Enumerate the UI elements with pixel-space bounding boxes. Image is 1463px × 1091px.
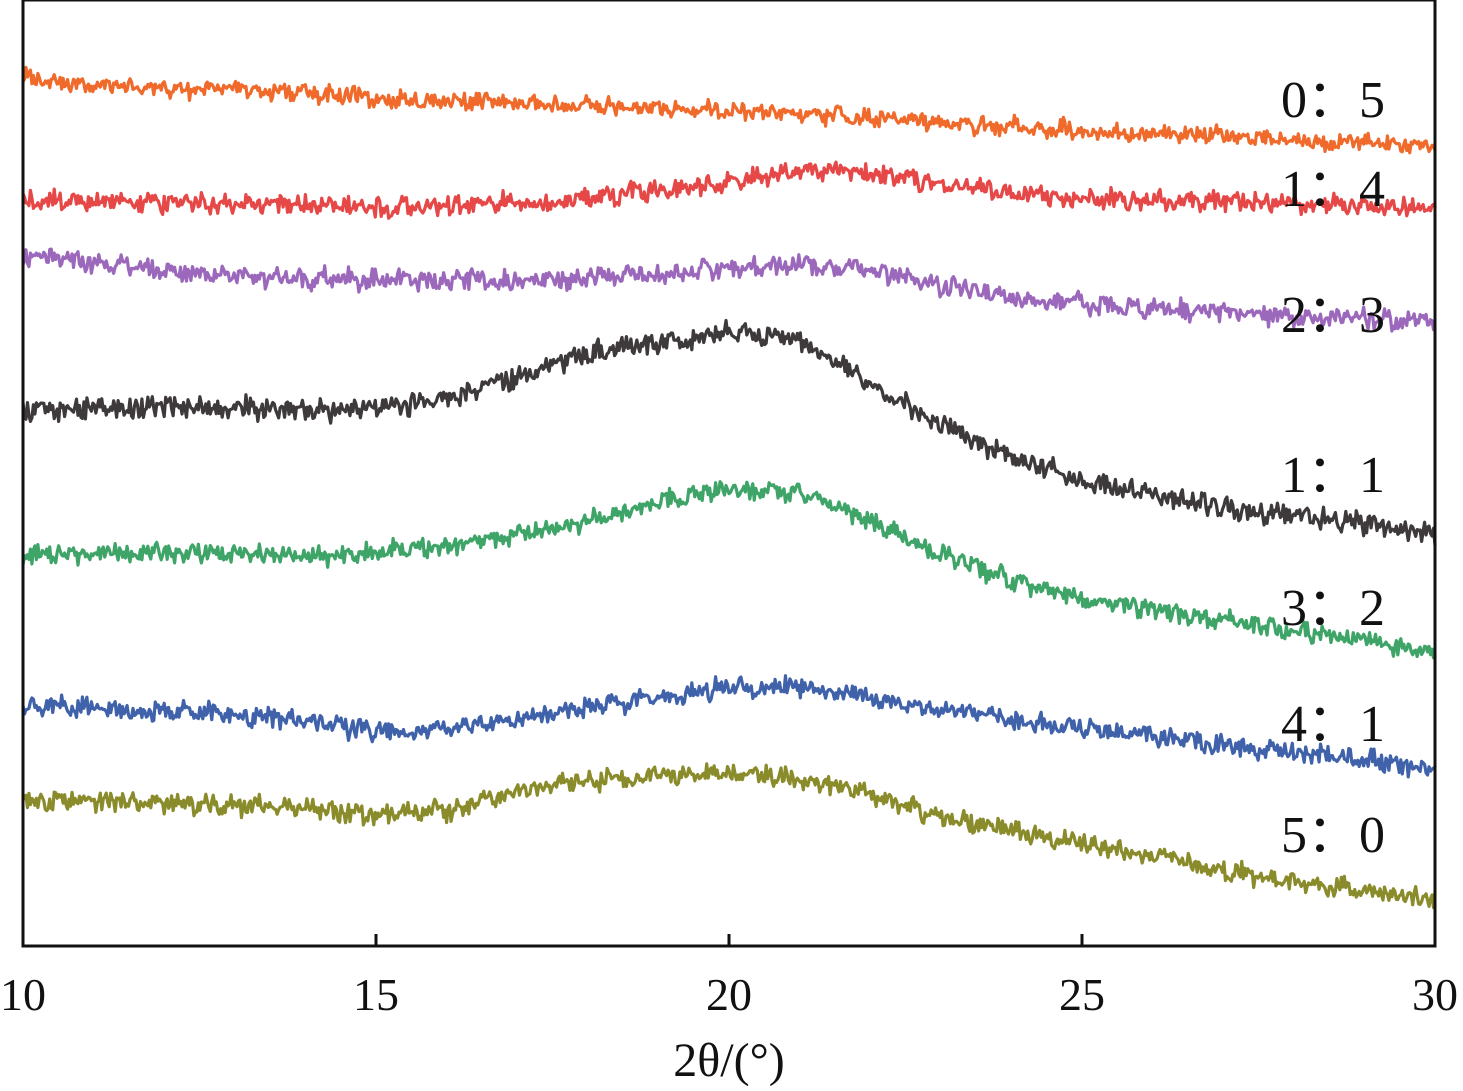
x-tick-label-10: 10 <box>0 969 46 1020</box>
series-label-5-0: 5：0 <box>1281 807 1385 864</box>
series-line-4-1 <box>21 674 1437 779</box>
x-tick-label-15: 15 <box>353 969 399 1020</box>
series-line-0-5 <box>21 65 1437 155</box>
series-layer <box>21 65 1437 910</box>
x-tick-label-20: 20 <box>706 969 752 1020</box>
series-line-2-3 <box>21 247 1437 333</box>
axis-layer: 10 15 20 25 30 <box>0 934 1458 1020</box>
series-line-3-2 <box>21 480 1437 660</box>
x-axis-label: 2θ/(°) <box>673 1034 785 1087</box>
x-tick-label-30: 30 <box>1412 969 1458 1020</box>
series-label-1-4: 1：4 <box>1281 161 1385 218</box>
plot-frame <box>21 0 1437 948</box>
series-label-0-5: 0：5 <box>1281 72 1385 129</box>
series-label-4-1: 4：1 <box>1281 696 1385 753</box>
series-line-1-1 <box>21 318 1437 547</box>
series-label-2-3: 2：3 <box>1281 287 1385 344</box>
series-label-1-1: 1：1 <box>1281 447 1385 504</box>
series-line-1-4 <box>21 160 1437 220</box>
series-line-5-0 <box>21 762 1437 910</box>
x-tick-label-25: 25 <box>1059 969 1105 1020</box>
series-label-layer: 0：5 1：4 2：3 1：1 3：2 4：1 5：0 <box>1281 72 1385 864</box>
series-label-3-2: 3：2 <box>1281 580 1385 637</box>
